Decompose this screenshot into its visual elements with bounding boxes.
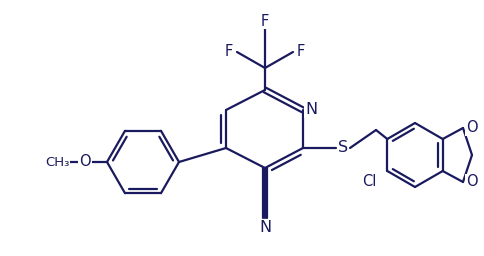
Text: S: S [338, 141, 348, 155]
Text: F: F [225, 45, 233, 59]
Text: N: N [259, 219, 271, 234]
Text: N: N [305, 102, 317, 118]
Text: F: F [261, 14, 269, 28]
Text: Cl: Cl [362, 174, 377, 188]
Text: O: O [79, 155, 91, 169]
Text: O: O [466, 121, 478, 135]
Text: F: F [297, 45, 305, 59]
Text: O: O [466, 175, 478, 189]
Text: CH₃: CH₃ [45, 155, 69, 168]
